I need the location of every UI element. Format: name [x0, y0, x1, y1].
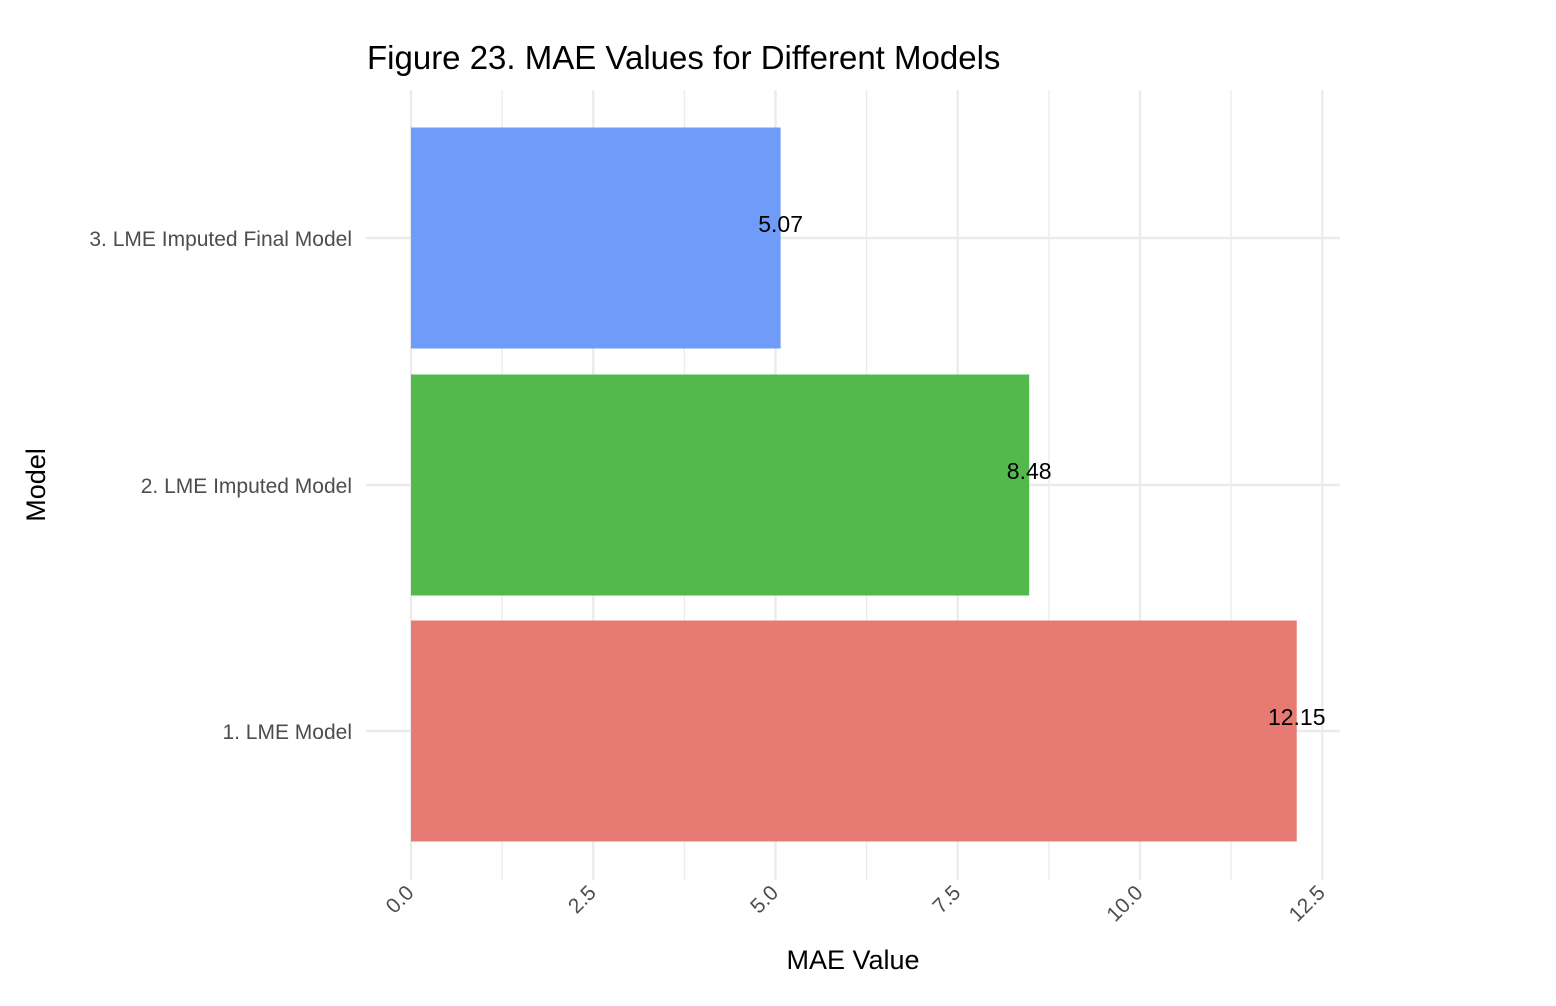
data-label-3: 5.07 [758, 211, 803, 237]
data-label-2: 8.48 [1007, 458, 1052, 484]
y-axis-title: Model [21, 448, 51, 522]
data-labels: 12.15 8.48 5.07 [758, 211, 1325, 730]
bar-1 [411, 620, 1297, 842]
x-tick-label-3: 7.5 [928, 881, 965, 918]
y-tick-label-1: 1. LME Model [222, 721, 352, 744]
data-label-1: 12.15 [1268, 704, 1326, 730]
x-tick-label-5: 12.5 [1285, 881, 1330, 926]
x-axis-title: MAE Value [786, 945, 919, 975]
bar-2 [411, 374, 1030, 596]
y-tick-label-3: 3. LME Imputed Final Model [89, 228, 352, 251]
bar-3 [411, 127, 781, 349]
chart-title: Figure 23. MAE Values for Different Mode… [367, 39, 1000, 76]
bars [411, 127, 1297, 842]
x-tick-label-0: 0.0 [382, 881, 419, 918]
y-tick-label-2: 2. LME Imputed Model [141, 475, 352, 498]
y-axis-tick-labels: 1. LME Model 2. LME Imputed Model 3. LME I… [89, 228, 352, 744]
x-tick-label-4: 10.0 [1102, 881, 1147, 926]
x-axis-tick-labels: 0.0 2.5 5.0 7.5 10.0 12.5 [382, 881, 1330, 926]
x-tick-label-2: 5.0 [746, 881, 783, 918]
x-tick-label-1: 2.5 [564, 881, 601, 918]
